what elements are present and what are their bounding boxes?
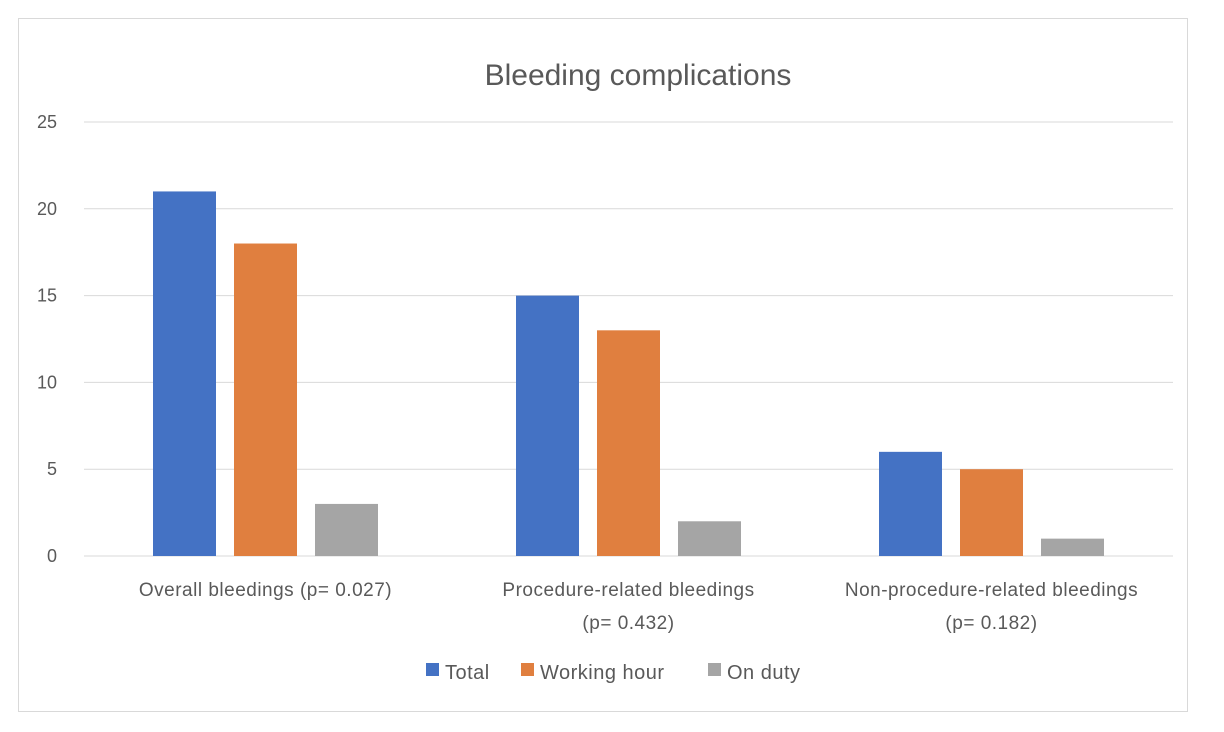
bar-total [879,451,942,556]
bar-working-hour [234,243,297,556]
bar-total [516,295,579,556]
bar-on-duty [1041,538,1104,556]
legend-label: Total [445,662,490,684]
bar-on-duty [315,503,378,556]
legend-swatch [708,663,721,676]
legend-swatch [521,663,534,676]
cropped-caption-strip [0,0,1224,18]
chart-title: Bleeding complications [485,59,792,92]
bar-on-duty [678,521,741,556]
bars [153,191,1104,556]
legend: Total Working hour On duty [426,662,801,684]
y-tick-label: 10 [37,372,57,392]
legend-item: Total [426,662,490,684]
bar-total [153,191,216,556]
x-axis-categories: Overall bleedings (p= 0.027) Procedure-re… [139,580,1138,634]
x-category-label: (p= 0.182) [945,613,1037,634]
x-category-label: Non-procedure-related bleedings [845,580,1138,601]
legend-item: Working hour [521,662,665,684]
legend-label: Working hour [540,662,665,684]
bar-working-hour [597,330,660,556]
y-tick-label: 5 [47,459,57,479]
y-tick-label: 20 [37,199,57,219]
x-category-label: (p= 0.432) [582,613,674,634]
y-tick-label: 25 [37,112,57,132]
legend-swatch [426,663,439,676]
legend-label: On duty [727,662,801,684]
x-category-label: Overall bleedings (p= 0.027) [139,580,392,601]
y-tick-label: 15 [37,286,57,306]
y-axis-ticks: 0 5 10 15 20 25 [37,112,57,566]
legend-item: On duty [708,662,801,684]
bar-working-hour [960,469,1023,556]
x-category-label: Procedure-related bleedings [502,580,754,601]
y-tick-label: 0 [47,546,57,566]
